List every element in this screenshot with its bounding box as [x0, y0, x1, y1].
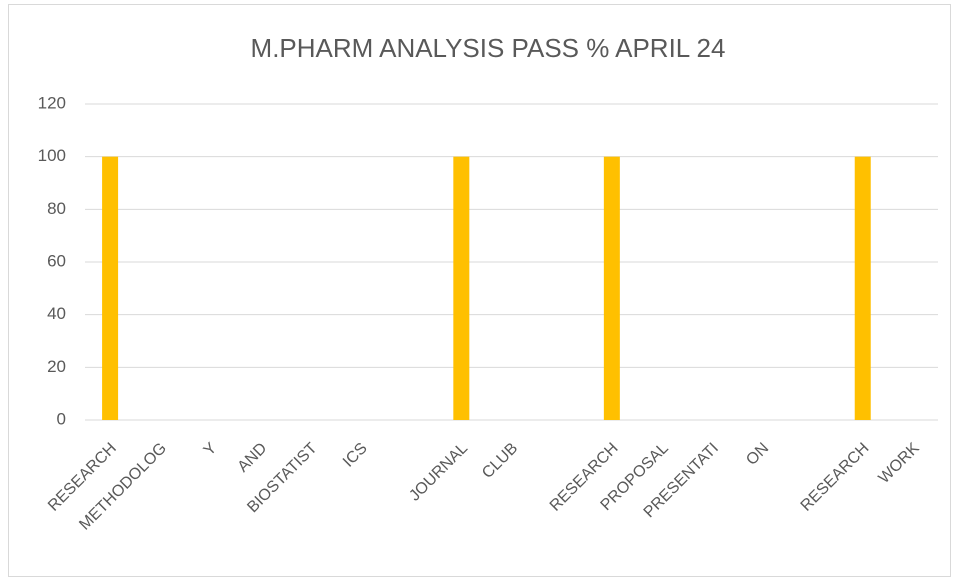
- y-tick-label: 80: [47, 199, 66, 218]
- y-tick-label: 120: [38, 93, 66, 112]
- bar: [603, 156, 620, 420]
- y-tick-label: 0: [57, 409, 66, 428]
- y-tick-label: 100: [38, 146, 66, 165]
- y-tick-label: 20: [47, 357, 66, 376]
- bar: [854, 156, 871, 420]
- y-tick-label: 60: [47, 251, 66, 270]
- bar: [453, 156, 470, 420]
- y-tick-label: 40: [47, 304, 66, 323]
- bar: [102, 156, 119, 420]
- chart-frame: [8, 4, 951, 577]
- chart-title: M.PHARM ANALYSIS PASS % APRIL 24: [251, 33, 726, 63]
